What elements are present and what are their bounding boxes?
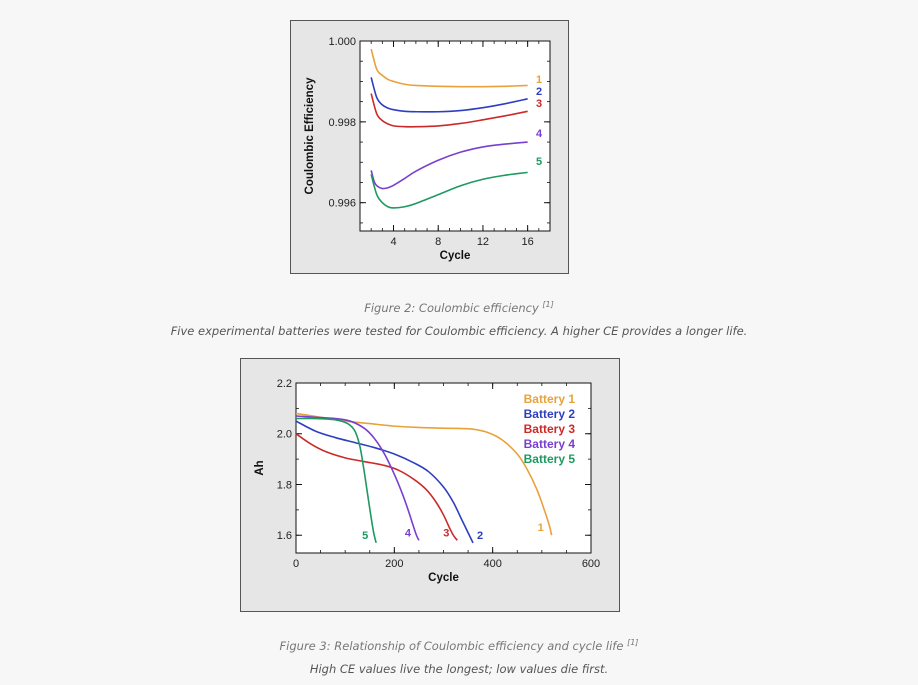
- figure-2-reference[interactable]: [1]: [542, 300, 554, 309]
- x-tick-label: 400: [483, 558, 501, 570]
- series-line-2: [370, 77, 528, 113]
- y-tick-label: 0.998: [328, 117, 356, 129]
- x-tick-label: 200: [385, 558, 403, 570]
- series-line-5: [295, 417, 377, 544]
- legend-entry-2: Battery 2: [524, 407, 576, 421]
- x-tick-label: 600: [582, 558, 600, 570]
- legend-entry-1: Battery 1: [524, 392, 576, 406]
- x-axis-title: Cycle: [440, 250, 471, 262]
- figure-3-description: High CE values live the longest; low val…: [309, 662, 609, 676]
- series-line-3: [295, 433, 458, 541]
- figure-2-caption-text: Figure 2: Coulombic efficiency: [364, 300, 539, 315]
- x-tick-label: 0: [293, 558, 299, 570]
- series-line-4: [370, 141, 528, 190]
- y-tick-label: 2.0: [277, 429, 292, 441]
- plot-area: [295, 382, 592, 554]
- series-end-label-4: 4: [536, 128, 543, 140]
- plot-area: [359, 40, 551, 232]
- series-end-label-5: 5: [362, 530, 368, 542]
- figure-3-reference[interactable]: [1]: [627, 638, 639, 647]
- x-tick-label: 12: [477, 236, 489, 248]
- x-axis-title: Cycle: [428, 572, 459, 584]
- series-line-2: [295, 420, 474, 544]
- series-end-label-2: 2: [536, 86, 542, 98]
- y-axis-title: Ah: [254, 460, 266, 475]
- series-end-label-4: 4: [405, 527, 412, 539]
- series-line-1: [295, 412, 553, 536]
- series-end-label-2: 2: [477, 530, 483, 542]
- y-axis-title: Coulombic Efficiency: [304, 77, 316, 195]
- figure-3-caption-text: Figure 3: Relationship of Coulombic effi…: [279, 638, 624, 653]
- figure-2-caption: Figure 2: Coulombic efficiency [1]: [0, 300, 918, 315]
- series-end-label-3: 3: [443, 527, 449, 539]
- x-tick-label: 4: [390, 236, 396, 248]
- series-line-3: [370, 93, 528, 128]
- x-tick-label: 8: [435, 236, 441, 248]
- y-tick-label: 2.2: [277, 378, 292, 390]
- series-line-1: [370, 48, 528, 88]
- y-tick-label: 0.996: [328, 198, 356, 210]
- capacity-vs-cycle-chart: 0 200 400 600 1.6 1.8 2.0 2.2 Cycle Ah 1 2 3 4 5 Batter…: [254, 378, 600, 584]
- figure-2-chart: 4 8 12 16 0.996 0.998 1.000 Cycle Coulombic Effi…: [290, 20, 569, 274]
- legend-entry-3: Battery 3: [524, 422, 576, 436]
- series-end-label-5: 5: [536, 156, 542, 168]
- series-end-label-3: 3: [536, 98, 542, 110]
- series-line-4: [295, 415, 420, 541]
- series-end-label-1: 1: [536, 74, 542, 86]
- legend-entry-5: Battery 5: [524, 452, 576, 466]
- legend-entry-4: Battery 4: [524, 437, 576, 451]
- y-tick-label: 1.6: [277, 530, 292, 542]
- series-line-5: [370, 171, 528, 209]
- y-tick-label: 1.8: [277, 479, 292, 491]
- coulombic-efficiency-chart: 4 8 12 16 0.996 0.998 1.000 Cycle Coulombic Effi…: [304, 36, 551, 262]
- y-tick-label: 1.000: [328, 36, 356, 48]
- figure-3-chart: 0 200 400 600 1.6 1.8 2.0 2.2 Cycle Ah 1 2 3 4 5 Batter…: [240, 358, 620, 612]
- figure-2-description: Five experimental batteries were tested …: [170, 324, 748, 338]
- figure-3-caption: Figure 3: Relationship of Coulombic effi…: [0, 638, 918, 653]
- x-tick-label: 16: [522, 236, 534, 248]
- series-end-label-1: 1: [538, 522, 544, 534]
